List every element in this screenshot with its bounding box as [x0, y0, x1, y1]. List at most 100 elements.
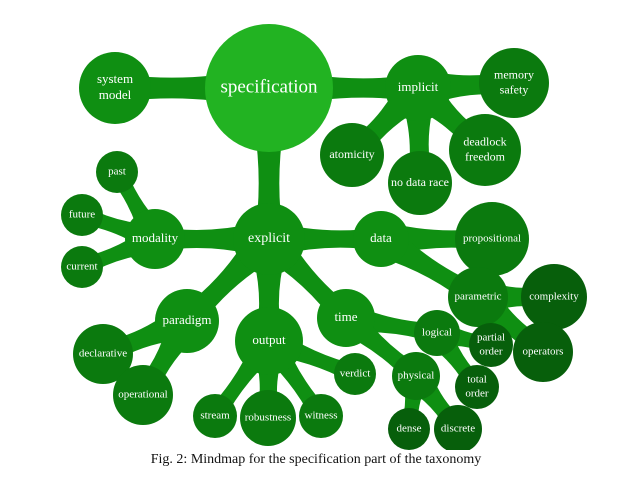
node-discrete-label: discrete	[441, 423, 475, 435]
node-parametric: parametric	[448, 267, 508, 327]
node-explicit-bubble	[233, 203, 305, 275]
node-stream-bubble	[193, 394, 237, 438]
node-partial-order-label: partial	[477, 332, 505, 344]
node-operators: operators	[513, 322, 573, 382]
node-no-data-race-bubble	[388, 151, 452, 215]
node-stream-label: stream	[200, 410, 230, 422]
node-specification: specification	[205, 24, 333, 152]
node-dense-label: dense	[396, 423, 421, 435]
node-paradigm-label: paradigm	[162, 312, 211, 327]
node-propositional-bubble	[455, 202, 529, 276]
node-output: output	[235, 307, 303, 375]
node-implicit-label: implicit	[398, 79, 439, 94]
node-operational-label: operational	[118, 389, 167, 401]
node-operational-bubble	[113, 365, 173, 425]
node-robustness-bubble	[240, 390, 296, 446]
node-current: current	[61, 246, 103, 288]
node-total-order-label: order	[465, 387, 489, 399]
node-deadlock-freedom-label: deadlock	[463, 134, 506, 148]
node-total-order-bubble	[455, 365, 499, 409]
node-logical-label: logical	[422, 327, 452, 339]
node-time-bubble	[317, 289, 375, 347]
node-robustness: robustness	[240, 390, 296, 446]
figure-caption: Fig. 2: Mindmap for the specification pa…	[150, 452, 482, 467]
node-propositional-label: propositional	[463, 233, 521, 245]
node-explicit-label: explicit	[248, 231, 290, 246]
node-robustness-label: robustness	[245, 412, 291, 424]
node-system-model-label: system	[97, 71, 133, 86]
node-data: data	[353, 211, 409, 267]
node-declarative: declarative	[73, 324, 133, 384]
node-atomicity-bubble	[320, 123, 384, 187]
node-modality-bubble	[125, 209, 185, 269]
node-witness: witness	[299, 394, 343, 438]
node-declarative-label: declarative	[79, 348, 127, 360]
node-memory-safety-bubble	[479, 48, 549, 118]
node-propositional: propositional	[455, 202, 529, 276]
node-deadlock-freedom-bubble	[449, 114, 521, 186]
node-logical: logical	[414, 310, 460, 356]
node-partial-order-label: order	[479, 345, 503, 357]
node-witness-bubble	[299, 394, 343, 438]
node-modality: modality	[125, 209, 185, 269]
node-modality-label: modality	[132, 230, 179, 245]
node-dense: dense	[388, 408, 430, 450]
node-verdict: verdict	[334, 353, 376, 395]
node-operational: operational	[113, 365, 173, 425]
node-specification-bubble	[205, 24, 333, 152]
node-future-bubble	[61, 194, 103, 236]
node-future: future	[61, 194, 103, 236]
node-partial-order-bubble	[469, 323, 513, 367]
node-implicit: implicit	[385, 55, 451, 121]
node-output-label: output	[252, 332, 286, 347]
node-complexity: complexity	[521, 264, 587, 330]
node-no-data-race: no data race	[388, 151, 452, 215]
node-current-label: current	[66, 261, 97, 273]
node-no-data-race-label: no data race	[391, 175, 449, 189]
node-operators-label: operators	[523, 346, 564, 358]
node-past-bubble	[96, 151, 138, 193]
node-data-label: data	[370, 230, 392, 245]
node-discrete-bubble	[434, 405, 482, 450]
node-past: past	[96, 151, 138, 193]
node-physical-bubble	[392, 352, 440, 400]
node-paradigm-bubble	[155, 289, 219, 353]
node-logical-bubble	[414, 310, 460, 356]
node-memory-safety-label: memory	[494, 67, 534, 81]
node-system-model-bubble	[79, 52, 151, 124]
node-atomicity: atomicity	[320, 123, 384, 187]
node-verdict-label: verdict	[340, 368, 371, 380]
node-implicit-bubble	[385, 55, 451, 121]
node-declarative-bubble	[73, 324, 133, 384]
node-stream: stream	[193, 394, 237, 438]
node-deadlock-freedom-label: freedom	[465, 149, 506, 163]
node-verdict-bubble	[334, 353, 376, 395]
node-output-bubble	[235, 307, 303, 375]
node-current-bubble	[61, 246, 103, 288]
node-operators-bubble	[513, 322, 573, 382]
node-time-label: time	[334, 309, 357, 324]
node-paradigm: paradigm	[155, 289, 219, 353]
node-memory-safety-label: safety	[500, 82, 529, 96]
node-past-label: past	[108, 166, 126, 178]
node-witness-label: witness	[305, 410, 338, 422]
node-dense-bubble	[388, 408, 430, 450]
node-complexity-label: complexity	[529, 291, 579, 303]
node-time: time	[317, 289, 375, 347]
node-future-label: future	[69, 209, 95, 221]
node-discrete: discrete	[434, 405, 482, 450]
node-system-model-label: model	[99, 87, 132, 102]
node-total-order-label: total	[467, 374, 487, 386]
node-parametric-label: parametric	[454, 291, 501, 303]
node-physical-label: physical	[398, 370, 435, 382]
node-parametric-bubble	[448, 267, 508, 327]
node-data-bubble	[353, 211, 409, 267]
node-explicit: explicit	[233, 203, 305, 275]
